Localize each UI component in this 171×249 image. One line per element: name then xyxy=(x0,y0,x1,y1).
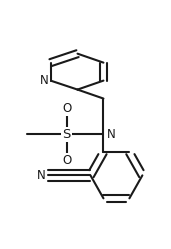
Text: S: S xyxy=(62,128,71,141)
Text: N: N xyxy=(40,74,49,87)
Text: N: N xyxy=(37,169,46,182)
Text: O: O xyxy=(62,154,71,167)
Text: O: O xyxy=(62,102,71,115)
Text: N: N xyxy=(107,128,115,141)
